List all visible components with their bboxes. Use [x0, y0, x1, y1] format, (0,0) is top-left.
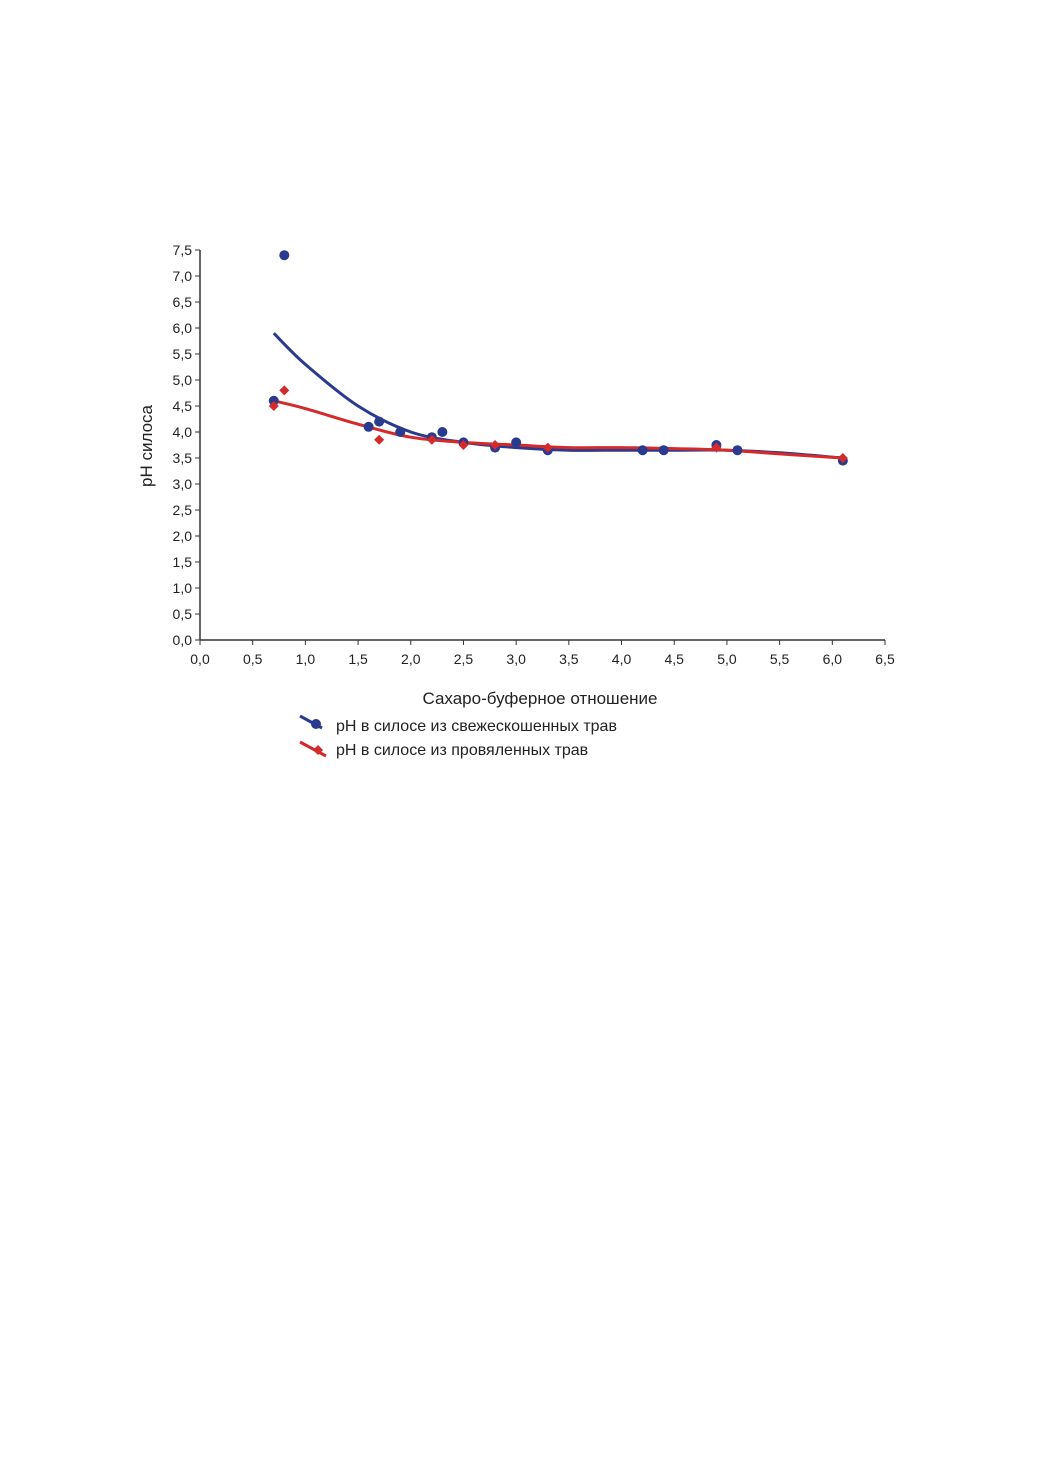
point-wilted — [542, 442, 553, 453]
point-fresh — [732, 445, 743, 456]
trend-line-fresh — [272, 332, 843, 460]
point-wilted — [490, 440, 501, 450]
y-tick-label: 6,5 — [173, 294, 193, 310]
point-wilted — [458, 440, 469, 450]
legend-label-fresh: рН в силосе из свежескошенных трав — [336, 718, 617, 735]
y-tick-label: 2,5 — [173, 502, 193, 518]
y-tick-label: 3,5 — [173, 450, 193, 466]
trend-lines — [272, 332, 843, 460]
x-tick-label: 3,5 — [559, 651, 579, 667]
x-axis-title: Сахаро-буферное отношение — [423, 689, 658, 708]
x-tick-label: 6,0 — [823, 651, 843, 667]
y-tick-label: 4,0 — [173, 424, 193, 440]
trend-line-wilted — [273, 399, 843, 460]
data-points — [268, 250, 848, 466]
legend-marker-wilted — [313, 745, 323, 755]
axes: 0,0 0,5 1,0 1,5 2,0 2,5 3,0 3,5 4,0 4,5 5,0 5,5 6,0 6… — [173, 242, 895, 667]
point-wilted — [426, 434, 437, 445]
x-tick-label: 6,5 — [875, 651, 895, 667]
legend-item-wilted: рН в силосе из провяленных трав — [299, 740, 588, 759]
x-tick-label: 2,5 — [454, 651, 474, 667]
point-wilted — [711, 442, 722, 453]
point-fresh — [658, 445, 669, 456]
x-tick-label: 2,0 — [401, 651, 421, 667]
legend-item-fresh: рН в силосе из свежескошенных трав — [299, 714, 617, 735]
x-tick-label: 5,5 — [770, 651, 790, 667]
legend-marker-fresh — [311, 719, 321, 729]
x-tick-label: 1,5 — [348, 651, 368, 667]
y-tick-label: 1,0 — [173, 580, 193, 596]
point-wilted — [279, 385, 290, 396]
point-fresh — [511, 437, 522, 448]
point-fresh — [637, 445, 648, 456]
point-wilted — [374, 434, 385, 445]
legend-swatch-wilted — [299, 740, 327, 758]
y-tick-label: 6,0 — [173, 320, 193, 336]
y-tick-label: 2,0 — [173, 528, 193, 544]
x-tick-label: 0,5 — [243, 651, 263, 667]
y-axis-title: рН силоса — [137, 404, 156, 487]
y-tick-label: 4,5 — [173, 398, 193, 414]
axis-labels: Сахаро-буферное отношение рН силоса — [137, 404, 658, 708]
point-fresh — [363, 421, 374, 432]
point-fresh — [268, 395, 279, 406]
y-tick-label: 0,5 — [173, 606, 193, 622]
x-tick-label: 1,0 — [296, 651, 316, 667]
x-tick-label: 3,0 — [506, 651, 526, 667]
x-tick-label: 4,5 — [664, 651, 684, 667]
x-tick-label: 0,0 — [190, 651, 210, 667]
point-fresh — [395, 427, 406, 437]
y-tick-label: 5,5 — [173, 346, 193, 362]
x-tick-label: 4,0 — [612, 651, 632, 667]
y-tick-label: 5,0 — [173, 372, 193, 388]
y-tick-label: 3,0 — [173, 476, 193, 492]
point-wilted — [268, 401, 279, 411]
point-fresh — [374, 416, 385, 427]
legend-label-wilted: рН в силосе из провяленных трав — [336, 742, 588, 759]
y-tick-label: 0,0 — [173, 632, 193, 648]
y-tick-label: 7,0 — [173, 268, 193, 284]
legend: рН в силосе из свежескошенных трав рН в … — [299, 714, 617, 759]
point-fresh — [437, 427, 448, 437]
y-tick-label: 1,5 — [173, 554, 193, 570]
y-tick-label: 7,5 — [173, 242, 193, 258]
point-fresh — [279, 250, 290, 261]
point-wilted — [837, 453, 848, 463]
x-tick-label: 5,0 — [717, 651, 737, 667]
